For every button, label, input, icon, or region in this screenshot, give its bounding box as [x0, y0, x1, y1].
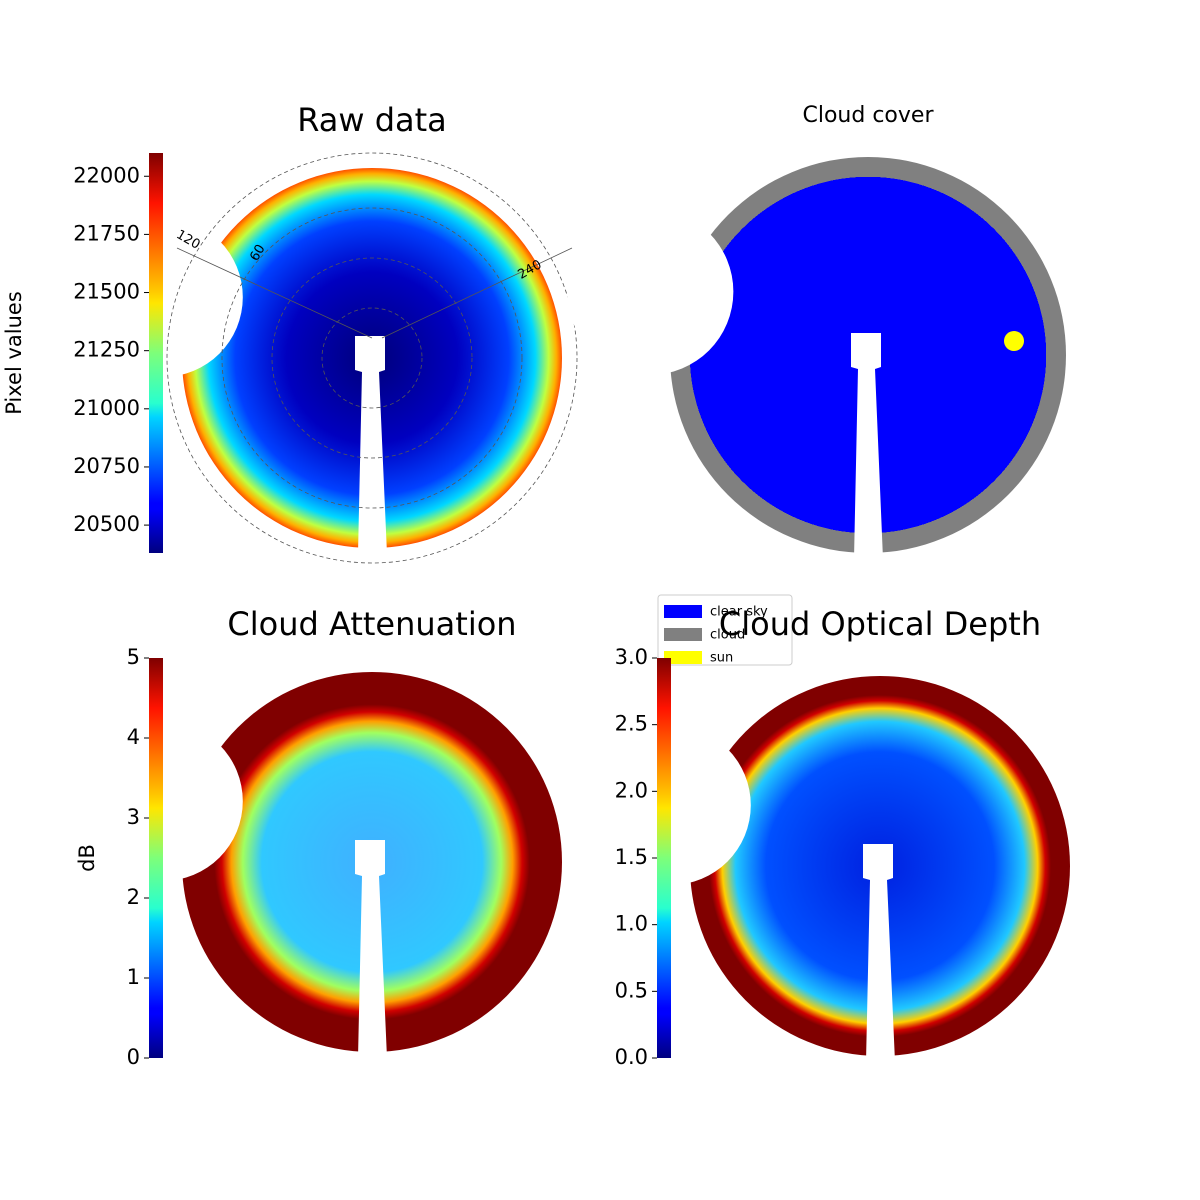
- sky-image: [83, 168, 562, 554]
- colorbar-tick-label: 21750: [73, 221, 140, 245]
- mask-stalk: [863, 844, 895, 1062]
- panel-title: Cloud Optical Depth: [719, 605, 1041, 643]
- colorbar-tick-label: 21250: [73, 338, 140, 362]
- sky-image: [567, 157, 1066, 559]
- mask-stalk: [355, 336, 387, 554]
- panel-title: Raw data: [297, 101, 447, 139]
- colorbar-tick-label: 1: [127, 965, 140, 989]
- polar-grid: [166, 152, 578, 564]
- colorbar: [149, 658, 163, 1058]
- panel-title: Cloud cover: [803, 103, 935, 128]
- colorbar-tick-label: 3: [127, 805, 140, 829]
- colorbar-tick-label: 0: [127, 1045, 140, 1069]
- colorbar-tick-label: 5: [127, 645, 140, 669]
- colorbar-tick-label: 20500: [73, 512, 140, 536]
- colorbar-tick-label: 20750: [73, 454, 140, 478]
- polar-ring: [166, 152, 578, 564]
- polar-ring: [221, 207, 523, 509]
- polar-label: 60: [247, 242, 268, 264]
- mask-bite: [567, 208, 734, 375]
- legend-label: sun: [710, 651, 733, 666]
- colorbar-tick-label: 2.0: [615, 778, 648, 802]
- colorbar-tick-label: 3.0: [615, 645, 648, 669]
- colorbar-label: Pixel values: [2, 291, 26, 415]
- colorbar-tick-label: 0.0: [615, 1045, 648, 1069]
- sky-image: [591, 676, 1070, 1062]
- polar-ring: [321, 307, 423, 409]
- mask-stalk: [355, 840, 387, 1058]
- sun-marker: [1004, 331, 1024, 351]
- colorbar-tick-label: 0.5: [615, 978, 648, 1002]
- colorbar-tick-label: 21500: [73, 280, 140, 304]
- colorbar-tick-label: 2.5: [615, 712, 648, 736]
- colorbar-label: dB: [75, 844, 99, 872]
- legend-swatch: [664, 605, 702, 618]
- colorbar-tick-label: 4: [127, 725, 140, 749]
- colorbar-tick-label: 21000: [73, 396, 140, 420]
- colorbar: [149, 153, 163, 553]
- colorbar-tick-label: 22000: [73, 163, 140, 187]
- polar-ring: [271, 257, 473, 459]
- legend-swatch: [664, 628, 702, 641]
- colorbar-tick-label: 1.5: [615, 845, 648, 869]
- legend-label: cloud: [710, 628, 745, 643]
- legend-swatch: [664, 651, 702, 664]
- polar-spoke: [176, 247, 573, 339]
- panel-title: Cloud Attenuation: [227, 605, 516, 643]
- legend-label: clear sky: [710, 605, 768, 620]
- colorbar: [657, 658, 671, 1058]
- colorbar-tick-label: 1.0: [615, 912, 648, 936]
- mask-stalk: [851, 333, 883, 559]
- colorbar-tick-label: 2: [127, 885, 140, 909]
